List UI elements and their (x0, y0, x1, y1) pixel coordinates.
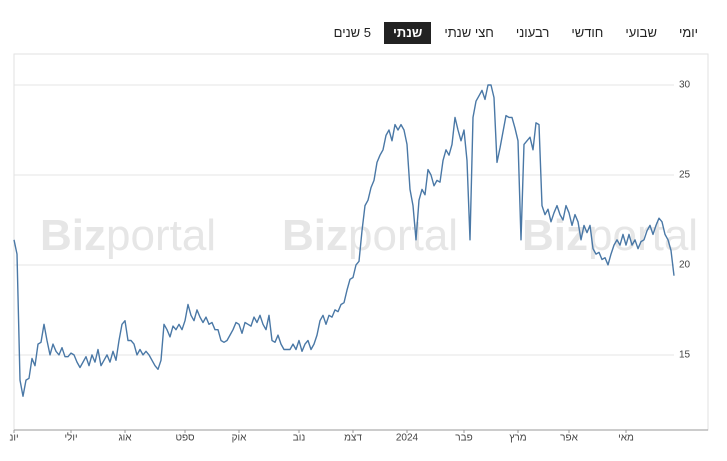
x-tick-label: פבר (455, 433, 472, 444)
period-tab[interactable]: שנתי (384, 22, 432, 44)
price-line (13, 84, 675, 397)
watermark-light: portal (348, 211, 458, 260)
period-tab[interactable]: שבועי (625, 25, 657, 40)
period-tab[interactable]: 5 שנים (333, 25, 371, 40)
y-tick-label: 30 (679, 80, 691, 91)
watermark: Bizportal (40, 211, 216, 260)
x-tick-label: יונ (9, 433, 18, 444)
x-tick-label: אפר (560, 433, 578, 444)
y-tick-label: 15 (679, 350, 691, 361)
x-tick-label: אוק (232, 433, 247, 444)
watermark-light: portal (106, 211, 216, 260)
watermark: Bizportal (522, 211, 698, 260)
watermark-bold: Biz (522, 211, 588, 260)
period-tab[interactable]: יומי (678, 25, 698, 40)
y-tick-label: 20 (679, 260, 691, 271)
x-tick-label: נוב (293, 433, 306, 444)
period-tab[interactable]: חודשי (571, 25, 604, 40)
watermark: Bizportal (282, 211, 458, 260)
period-tab[interactable]: חצי שנתי (444, 25, 494, 40)
x-tick-label: ספט (175, 433, 195, 444)
y-tick-label: 25 (679, 170, 691, 181)
watermark-light: portal (588, 211, 698, 260)
period-tabs: יומי שבועי חודשי רבעוני חצי שנתי שנתי 5 שנים (325, 22, 707, 44)
x-tick-label: יולי (64, 432, 77, 444)
x-tick-label: מרץ (509, 433, 526, 444)
x-tick-label: אוג (118, 433, 132, 444)
x-tick-label: דצמ (344, 433, 362, 444)
watermark-bold: Biz (40, 211, 106, 260)
watermark-bold: Biz (282, 211, 348, 260)
period-tab[interactable]: רבעוני (515, 25, 550, 40)
x-tick-label: מאי (618, 433, 634, 444)
x-tick-label: 2024 (396, 433, 419, 444)
